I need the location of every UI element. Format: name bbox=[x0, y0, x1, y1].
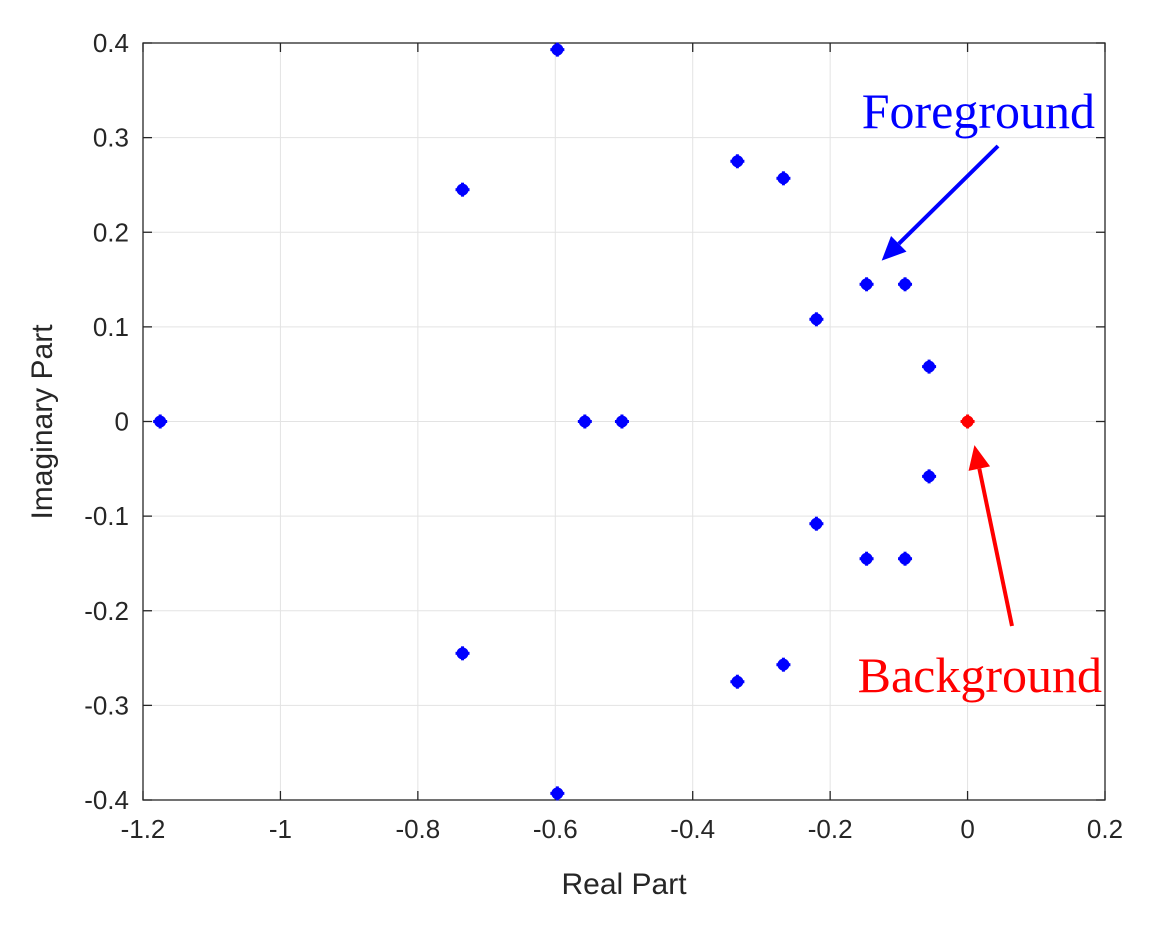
x-tick-label: -0.6 bbox=[533, 814, 578, 844]
data-point bbox=[898, 277, 913, 292]
x-tick-label: -0.8 bbox=[395, 814, 440, 844]
x-tick-label: 0 bbox=[960, 814, 974, 844]
data-point bbox=[614, 414, 629, 429]
y-tick-label: 0.3 bbox=[93, 123, 129, 153]
data-point bbox=[455, 646, 470, 661]
y-tick-label: 0.2 bbox=[93, 217, 129, 247]
data-point bbox=[550, 42, 565, 57]
x-axis-label: Real Part bbox=[561, 868, 687, 901]
y-tick-label: -0.2 bbox=[84, 596, 129, 626]
data-point bbox=[922, 469, 937, 484]
axis-ticks: -1.2 -1 -0.8 -0.6 -0.4 -0.2 0 0.2 -0.4 -0.3 -0.2 -0… bbox=[84, 28, 1123, 844]
data-point bbox=[898, 551, 913, 566]
y-tick-label: -0.4 bbox=[84, 785, 129, 815]
y-tick-label: 0.1 bbox=[93, 312, 129, 342]
x-tick-label: -1.2 bbox=[121, 814, 166, 844]
data-point bbox=[776, 171, 791, 186]
annotation-arrow bbox=[968, 445, 1014, 627]
foreground-annotation: Foreground bbox=[862, 83, 1095, 139]
y-tick-label: 0.4 bbox=[93, 28, 129, 58]
data-point bbox=[577, 414, 592, 429]
background-annotation: Background bbox=[858, 647, 1102, 703]
data-point bbox=[730, 154, 745, 169]
x-tick-label: 0.2 bbox=[1087, 814, 1123, 844]
data-points bbox=[153, 42, 975, 801]
data-point bbox=[550, 786, 565, 801]
data-point bbox=[859, 277, 874, 292]
x-tick-label: -0.2 bbox=[808, 814, 853, 844]
data-point bbox=[153, 414, 168, 429]
data-point bbox=[776, 657, 791, 672]
x-tick-label: -1 bbox=[269, 814, 292, 844]
y-tick-label: -0.3 bbox=[84, 690, 129, 720]
data-point bbox=[960, 414, 975, 429]
x-tick-label: -0.4 bbox=[670, 814, 715, 844]
data-point bbox=[859, 551, 874, 566]
annotation-arrows bbox=[881, 144, 1014, 627]
y-axis-label: Imaginary Part bbox=[26, 324, 59, 520]
annotation-arrow bbox=[881, 144, 1000, 261]
data-point bbox=[730, 674, 745, 689]
data-point bbox=[809, 312, 824, 327]
y-tick-label: 0 bbox=[115, 407, 129, 437]
y-tick-label: -0.1 bbox=[84, 501, 129, 531]
data-point bbox=[455, 182, 470, 197]
data-point bbox=[809, 516, 824, 531]
data-point bbox=[922, 359, 937, 374]
